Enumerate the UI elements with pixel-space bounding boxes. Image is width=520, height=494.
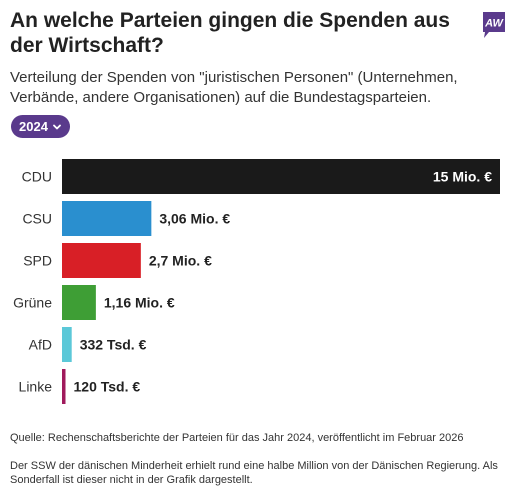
logo-icon: AW — [483, 12, 505, 38]
category-label: Linke — [19, 379, 53, 395]
bar-grüne[interactable] — [62, 285, 96, 320]
value-label: 332 Tsd. € — [80, 337, 147, 353]
svg-text:AW: AW — [484, 18, 504, 30]
value-label: 1,16 Mio. € — [104, 295, 175, 311]
year-select-value: 2024 — [19, 119, 48, 134]
category-label: CSU — [22, 211, 52, 227]
value-label: 15 Mio. € — [433, 169, 492, 185]
value-label: 3,06 Mio. € — [159, 211, 230, 227]
bar-spd[interactable] — [62, 243, 141, 278]
value-label: 120 Tsd. € — [74, 379, 141, 395]
footnote-text: Der SSW der dänischen Minderheit erhielt… — [10, 460, 498, 486]
category-label: AfD — [29, 337, 52, 353]
chart-subtitle: Verteilung der Spenden von "juristischen… — [10, 69, 458, 106]
value-label: 2,7 Mio. € — [149, 253, 212, 269]
category-label: Grüne — [13, 295, 52, 311]
chevron-down-icon — [53, 124, 61, 129]
bar-csu[interactable] — [62, 201, 152, 236]
chart-title: An welche Parteien gingen die Spenden au… — [10, 9, 450, 57]
bar-afd[interactable] — [62, 327, 72, 362]
year-select-button[interactable]: 2024 — [11, 115, 70, 138]
category-label: SPD — [23, 253, 52, 269]
source-text: Quelle: Rechenschaftsberichte der Partei… — [10, 432, 464, 444]
bar-chart: CDU 15 Mio. € CSU 3,06 Mio. € SPD 2,7 Mio. € G… — [13, 159, 500, 404]
category-label: CDU — [22, 169, 52, 185]
bar-linke[interactable] — [62, 369, 66, 404]
bar-cdu[interactable] — [62, 159, 500, 194]
